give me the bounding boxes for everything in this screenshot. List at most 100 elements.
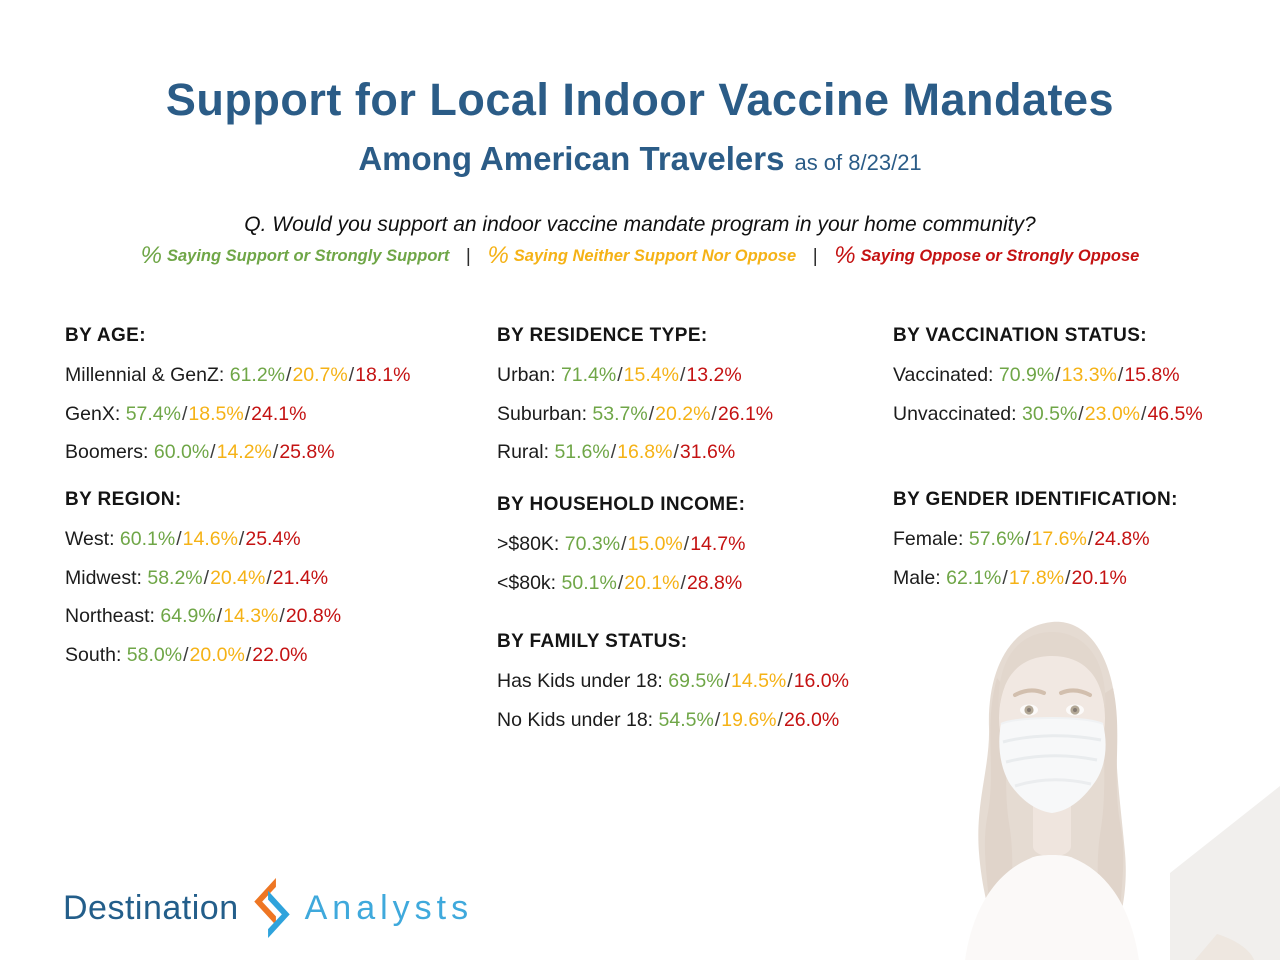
oppose-value: 20.1% [1071,566,1127,589]
stat-row: Boomers: 60.0%/14.2%/25.8% [65,433,410,472]
legend-neutral-label: Saying Neither Support Nor Oppose [513,247,797,265]
stat-label: Suburban: [497,402,593,425]
support-value: 69.5% [668,670,724,692]
wall-shading [1170,786,1280,960]
oppose-value: 13.2% [686,364,742,386]
percent-symbol: % [487,242,509,269]
stat-row: Millennial & GenZ: 61.2%/20.7%/18.1% [65,356,410,395]
section-rows: Has Kids under 18: 69.5%/14.5%/16.0% No K… [497,662,849,739]
section-by-vaccination-status: BY VACCINATION STATUS: Vaccinated: 70.9%… [893,323,1203,433]
destination-analysts-logo: Destination Analysts [63,878,473,938]
slash: / [683,533,690,555]
stat-label: Millennial & GenZ: [65,364,230,386]
stat-row: Northeast: 64.9%/14.3%/20.8% [65,597,341,636]
section-by-gender-identification: BY GENDER IDENTIFICATION: Female: 57.6%/… [893,487,1178,597]
stat-label: South: [65,643,127,666]
section-by-age: BY AGE: Millennial & GenZ: 61.2%/20.7%/1… [65,323,410,472]
stat-label: West: [65,528,120,550]
stat-row: GenX: 57.4%/18.5%/24.1% [65,395,410,434]
support-value: 51.6% [554,441,610,463]
support-value: 70.9% [998,364,1055,386]
stat-label: Northeast: [65,605,161,627]
stat-row: Rural: 51.6%/16.8%/31.6% [497,433,773,472]
slash: / [680,571,686,594]
support-value: 61.2% [229,364,286,386]
section-header: BY GENDER IDENTIFICATION: [893,489,1178,510]
legend-oppose-label: Saying Oppose or Strongly Oppose [860,247,1140,265]
section-by-residence-type: BY RESIDENCE TYPE: Urban: 71.4%/15.4%/13… [497,323,773,472]
neutral-value: 15.0% [627,533,683,555]
stat-label: GenX: [65,402,126,425]
neutral-value: 20.0% [189,643,245,666]
support-value: 60.0% [153,441,210,463]
neutral-value: 23.0% [1084,402,1141,425]
slash: / [1002,566,1008,589]
oppose-value: 16.0% [793,670,849,692]
section-rows: Female: 57.6%/17.6%/24.8% Male: 62.1%/17.… [893,520,1178,597]
slash: / [724,670,730,692]
slash: / [182,402,188,425]
section-rows: Millennial & GenZ: 61.2%/20.7%/18.1% GenX… [65,356,410,472]
slash: / [673,441,679,463]
slash: / [272,441,279,463]
neutral-value: 19.6% [721,708,777,731]
stat-label: Vaccinated: [893,364,999,386]
oppose-value: 18.1% [355,364,411,386]
oppose-value: 25.8% [279,441,335,463]
slash: / [714,708,721,731]
stat-label: Female: [893,528,969,550]
slash: / [1025,528,1031,550]
neutral-value: 20.4% [210,566,266,589]
section-rows: West: 60.1%/14.6%/25.4% Midwest: 58.2%/20… [65,520,341,674]
subtitle-text: Among American Travelers [358,140,785,177]
support-value: 62.1% [946,566,1002,589]
stat-label: Boomers: [65,441,154,463]
slash: / [711,402,717,425]
stat-label: Midwest: [65,566,148,589]
stat-row: <$80k: 50.1%/20.1%/28.8% [497,564,746,603]
stat-row: South: 58.0%/20.0%/22.0% [65,636,341,675]
legend-separator: | [812,246,818,267]
percent-symbol: % [834,242,856,269]
section-header: BY FAMILY STATUS: [497,631,688,652]
stat-row: Vaccinated: 70.9%/13.3%/15.8% [893,356,1203,395]
page-title: Support for Local Indoor Vaccine Mandate… [165,74,1115,125]
support-value: 58.0% [126,643,183,666]
neutral-value: 17.8% [1008,566,1065,589]
stat-label: Has Kids under 18: [497,670,669,692]
slash: / [176,528,182,550]
oppose-value: 26.0% [783,708,840,731]
slash: / [1065,566,1071,589]
slash: / [245,643,252,666]
oppose-value: 15.8% [1124,364,1180,386]
oppose-value: 25.4% [245,528,301,550]
stat-label: Rural: [497,441,555,463]
stat-row: Male: 62.1%/17.8%/20.1% [893,559,1178,598]
legend-support-label: Saying Support or Strongly Support [166,247,450,265]
slash: / [610,441,617,463]
slash: / [266,566,272,589]
support-value: 70.3% [564,533,621,555]
support-value: 60.1% [119,528,176,550]
slash: / [617,571,624,594]
neutral-value: 18.5% [188,402,244,425]
slash: / [617,364,623,386]
support-value: 30.5% [1022,402,1078,425]
legend-neutral: % Saying Neither Support Nor Oppose [487,242,797,269]
stat-row: Urban: 71.4%/15.4%/13.2% [497,356,773,395]
stat-label: Unvaccinated: [893,402,1022,425]
section-header: BY REGION: [65,489,182,510]
slash: / [1087,528,1094,550]
oppose-value: 26.1% [717,402,774,425]
legend: % Saying Support or Strongly Support | % S… [0,242,1280,270]
neutral-value: 14.2% [216,441,272,463]
neutral-value: 14.6% [182,528,238,550]
stat-row: >$80K: 70.3%/15.0%/14.7% [497,525,746,564]
slash: / [1078,402,1084,425]
support-value: 50.1% [561,571,617,594]
stat-row: Midwest: 58.2%/20.4%/21.4% [65,559,341,598]
neutral-value: 14.3% [223,605,279,627]
survey-question: Q. Would you support an indoor vaccine m… [244,213,1036,236]
support-value: 53.7% [592,402,648,425]
section-by-region: BY REGION: West: 60.1%/14.6%/25.4% Midwes… [65,487,341,674]
